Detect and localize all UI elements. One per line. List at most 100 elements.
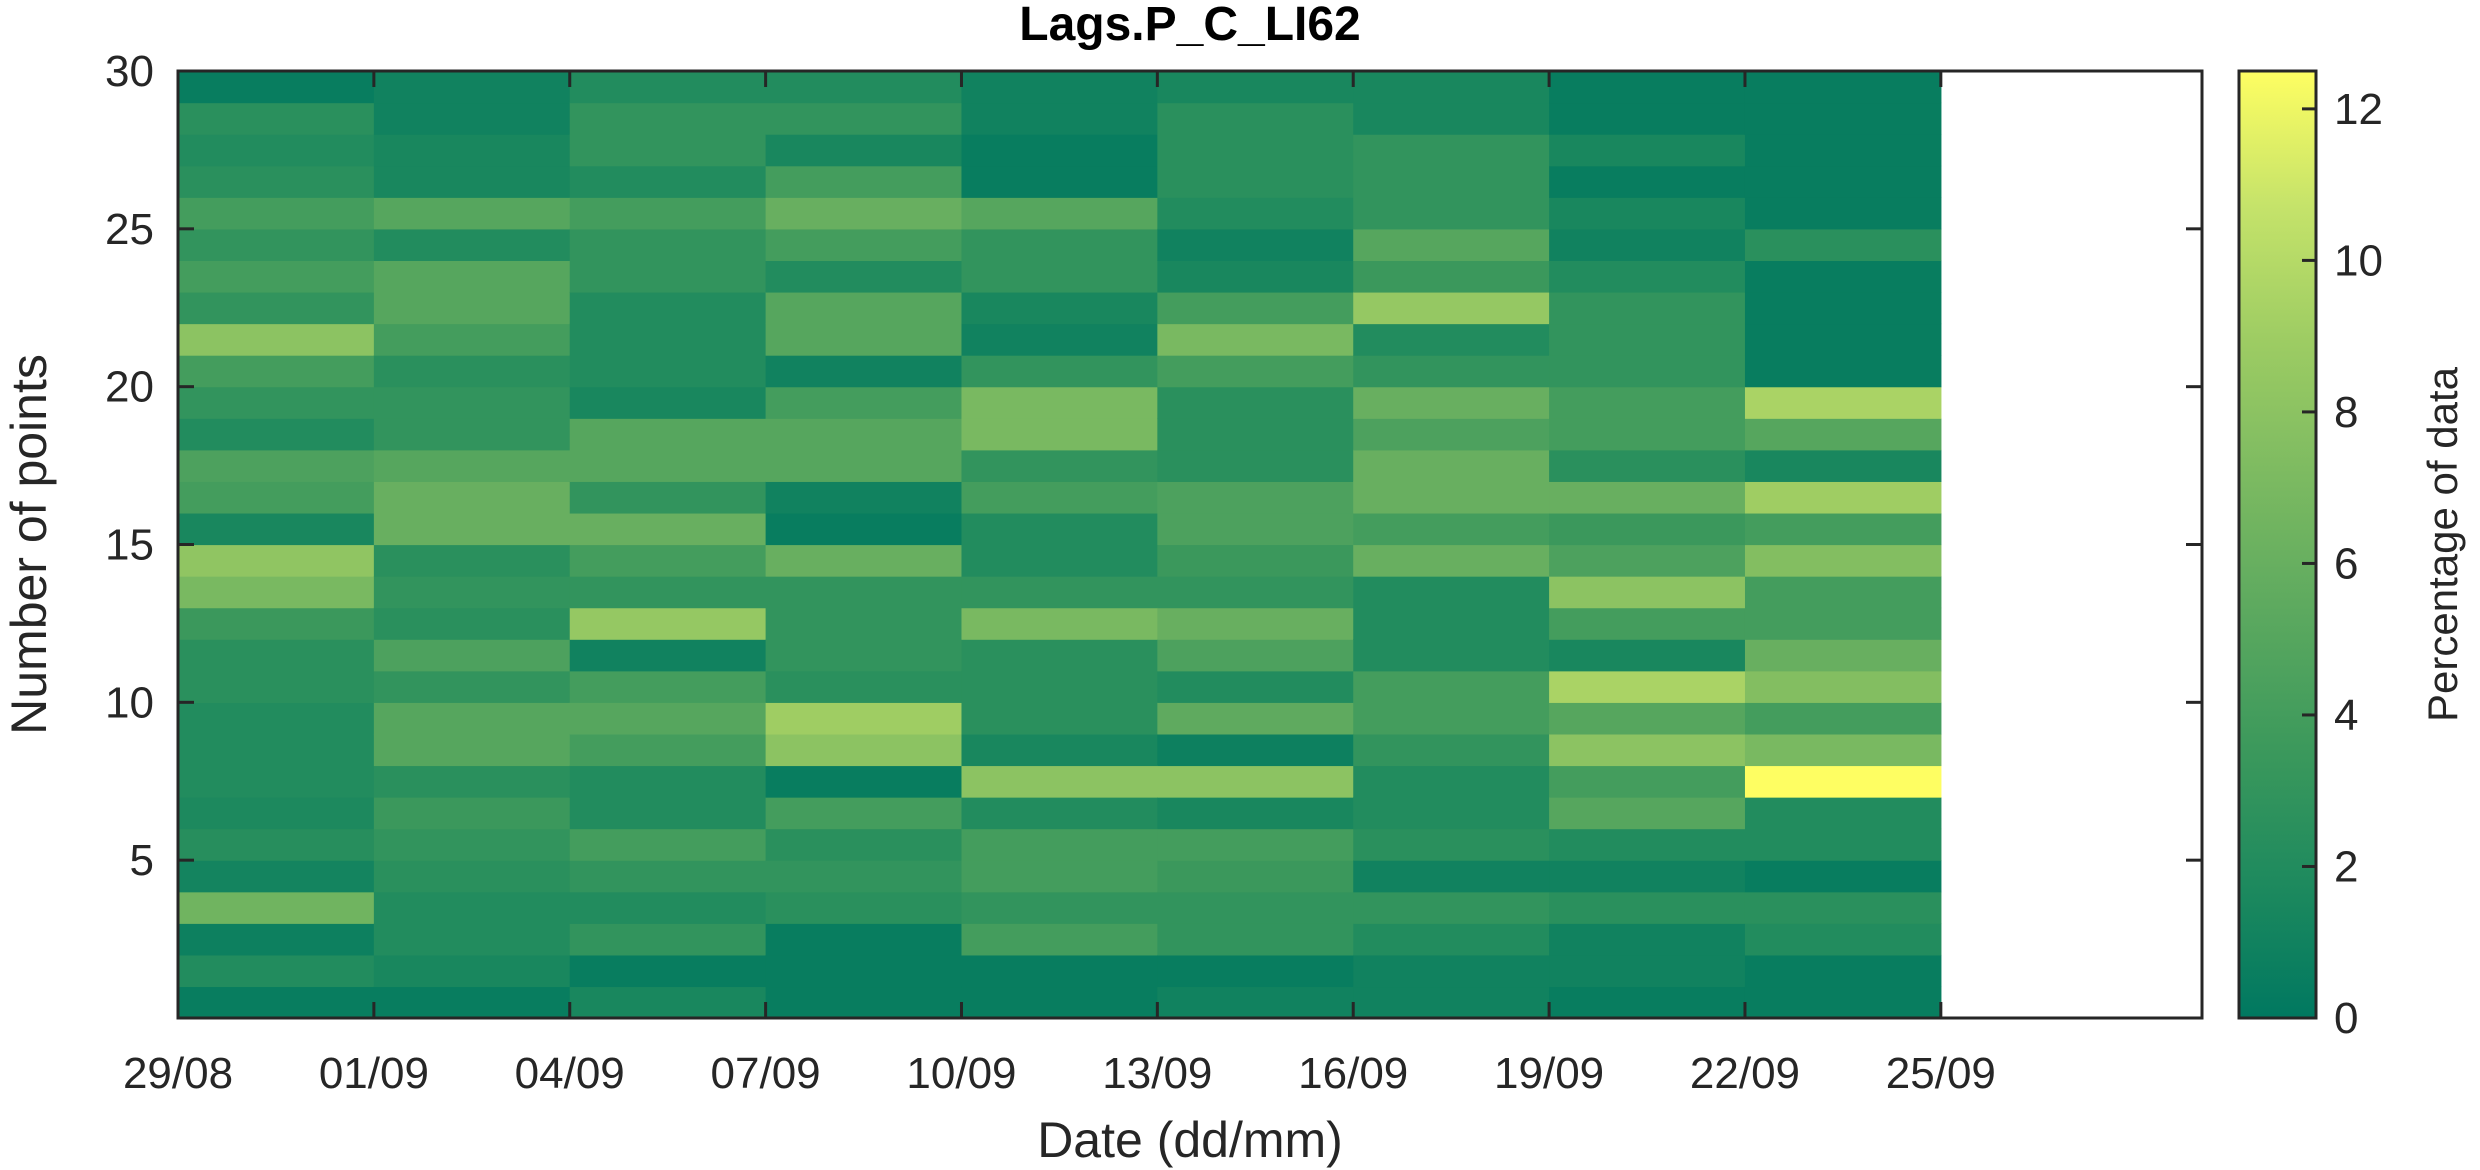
heatmap-cell [961, 71, 1158, 104]
heatmap-cell [1157, 291, 1354, 325]
heatmap-cell [1353, 102, 1550, 135]
heatmap-cell [569, 860, 767, 893]
colorbar-tick-label: 8 [2334, 388, 2358, 437]
heatmap-cell [1157, 512, 1354, 546]
heatmap-cell [765, 323, 963, 356]
heatmap-cell [178, 828, 375, 861]
heatmap-cell [569, 165, 767, 198]
heatmap-cell [765, 797, 963, 830]
heatmap-cell [961, 512, 1158, 546]
heatmap-cell [1157, 449, 1354, 482]
heatmap-cell [1353, 797, 1550, 830]
heatmap-cell [373, 512, 571, 546]
heatmap-cell [1157, 418, 1354, 451]
x-tick-label: 10/09 [906, 1049, 1016, 1098]
heatmap-cell [765, 702, 963, 735]
y-axis: 5 10 15 20 25 30 [105, 47, 2202, 885]
heatmap-cell [178, 71, 375, 104]
heatmap-cell [765, 986, 963, 1019]
heatmap-cell [1744, 228, 1942, 261]
heatmap-cell [1744, 733, 1942, 767]
heatmap-cell [373, 386, 571, 419]
heatmap-cell [1157, 670, 1354, 703]
y-tick-label: 30 [105, 47, 154, 96]
heatmap-cell [1549, 291, 1746, 325]
heatmap-cell [178, 733, 375, 767]
heatmap-cell [1549, 197, 1746, 230]
heatmap-cell [178, 323, 375, 356]
heatmap-cell [961, 702, 1158, 735]
heatmap-cell [1157, 165, 1354, 198]
heatmap-cell [1157, 733, 1354, 767]
heatmap-cell [1157, 386, 1354, 419]
heatmap-cell [1549, 576, 1746, 609]
heatmap-cell [1744, 197, 1942, 230]
heatmap-cell [1353, 607, 1550, 640]
heatmap-cell [569, 670, 767, 703]
heatmap-cell [569, 449, 767, 482]
heatmap-cell [765, 860, 963, 893]
heatmap-cell [1744, 512, 1942, 546]
heatmap-cell [1353, 71, 1550, 104]
heatmap-cell [1744, 355, 1942, 388]
heatmap-cell [1353, 828, 1550, 861]
heatmap-cell [178, 544, 375, 577]
colorbar-tick-label: 10 [2334, 236, 2383, 285]
heatmap-cell [569, 544, 767, 577]
heatmap-cell [178, 165, 375, 198]
heatmap-cell [1157, 71, 1354, 104]
heatmap-cell [373, 670, 571, 703]
heatmap-cell [765, 828, 963, 861]
heatmap-cell [765, 733, 963, 767]
heatmap-cell [569, 512, 767, 546]
heatmap-cell [569, 797, 767, 830]
heatmap-cell [373, 165, 571, 198]
heatmap-cell [961, 449, 1158, 482]
heatmap-cell [765, 260, 963, 293]
heatmap-cell [1744, 544, 1942, 577]
heatmap-cell [765, 891, 963, 924]
heatmap-cell [961, 923, 1158, 956]
heatmap-cell [178, 197, 375, 230]
heatmap-cell [373, 607, 571, 640]
heatmap-cell [1549, 71, 1746, 104]
heatmap-cell [1353, 260, 1550, 293]
heatmap-cell [765, 228, 963, 261]
heatmap-cell [373, 954, 571, 988]
heatmap-cell [1549, 797, 1746, 830]
heatmap-cell [961, 481, 1158, 514]
heatmap-cell [961, 733, 1158, 767]
heatmap-cell [765, 102, 963, 135]
colorbar [2237, 69, 2318, 1020]
heatmap-cell [569, 228, 767, 261]
heatmap-cell [961, 228, 1158, 261]
y-tick-label: 5 [130, 836, 154, 885]
heatmap-cell [765, 134, 963, 167]
x-tick-label: 01/09 [319, 1049, 429, 1098]
heatmap-cell [373, 102, 571, 135]
heatmap-cell [765, 576, 963, 609]
heatmap-cell [765, 512, 963, 546]
heatmap-cell [1353, 702, 1550, 735]
heatmap-cell [178, 134, 375, 167]
heatmap-cell [961, 670, 1158, 703]
heatmap-cell [1353, 544, 1550, 577]
x-tick-label: 29/08 [123, 1049, 233, 1098]
heatmap-cell [1157, 355, 1354, 388]
heatmap-cell [1744, 986, 1942, 1019]
heatmap-cell [1549, 986, 1746, 1019]
heatmap-cell [961, 765, 1158, 798]
heatmap-cell [373, 134, 571, 167]
heatmap-cell [765, 607, 963, 640]
heatmap-cell [1744, 291, 1942, 325]
heatmap-cell [1549, 134, 1746, 167]
heatmap-cell [961, 260, 1158, 293]
heatmap-cell [1353, 891, 1550, 924]
heatmap-cell [1157, 260, 1354, 293]
heatmap-cell [1157, 102, 1354, 135]
heatmap-cell [765, 670, 963, 703]
heatmap-cell [961, 197, 1158, 230]
heatmap-cell [1744, 71, 1942, 104]
heatmap-cell [373, 797, 571, 830]
